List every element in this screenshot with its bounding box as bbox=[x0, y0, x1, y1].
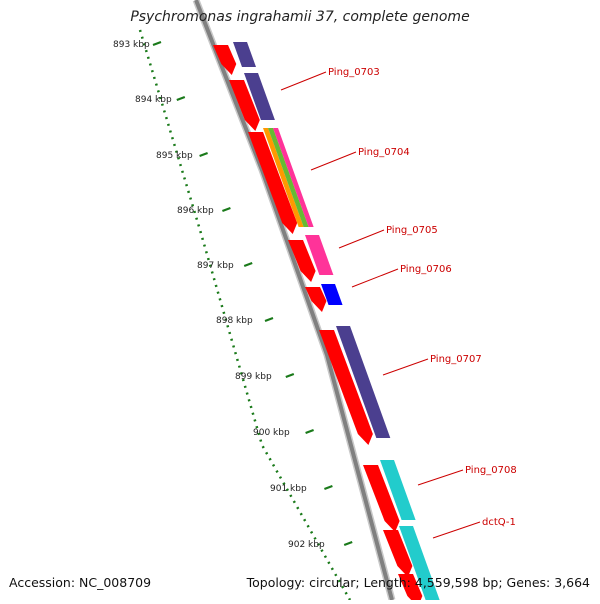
cds-arrow bbox=[248, 132, 298, 234]
cog-block bbox=[380, 460, 416, 520]
scale-tick bbox=[264, 316, 274, 323]
cog-block bbox=[268, 128, 309, 227]
cds-arrow bbox=[319, 330, 373, 445]
gene-leader-line bbox=[351, 268, 399, 288]
scale-track: 893 kbp 894 kbp 895 kbp 896 kbp 897 kbp 898 k… bbox=[113, 29, 353, 601]
gene-label: Ping_0707 bbox=[430, 354, 482, 365]
scale-tick-label: 896 kbp bbox=[177, 206, 214, 216]
scale-tick bbox=[176, 95, 186, 102]
scale-tick-label: 899 kbp bbox=[235, 372, 272, 382]
scale-tick bbox=[199, 151, 208, 158]
scale-tick-label: 900 kbp bbox=[253, 428, 290, 438]
scale-tick-label: 898 kbp bbox=[216, 316, 253, 326]
gene-label: Ping_0703 bbox=[328, 67, 380, 78]
cds-arrow bbox=[383, 530, 413, 577]
cog-block bbox=[321, 284, 343, 305]
cog-block bbox=[336, 326, 391, 438]
scale-tick bbox=[305, 428, 314, 435]
genome-summary-text: Topology: circular; Length: 4,559,598 bp… bbox=[246, 575, 590, 590]
gene-leader-line bbox=[338, 229, 385, 249]
scale-tick bbox=[343, 540, 353, 547]
scale-tick-label: 894 kbp bbox=[135, 95, 172, 105]
cds-arrow bbox=[213, 45, 237, 75]
scale-tick-label: 895 kbp bbox=[156, 151, 193, 161]
cog-block bbox=[273, 128, 314, 227]
scale-tick bbox=[324, 484, 333, 491]
cog-block bbox=[233, 42, 256, 67]
cds-arrow bbox=[363, 465, 400, 532]
scale-tick bbox=[222, 206, 231, 213]
gene-label: Ping_0705 bbox=[386, 225, 438, 236]
gene-leader-line bbox=[417, 469, 464, 486]
feature-track bbox=[213, 42, 440, 604]
scale-tick bbox=[152, 40, 162, 47]
backbone-line bbox=[194, 0, 394, 601]
label-track: Ping_0703 Ping_0704 Ping_0705 Ping_0706 Ping… bbox=[280, 67, 517, 539]
cog-block bbox=[263, 128, 304, 227]
scale-tick-label: 902 kbp bbox=[288, 540, 325, 550]
gene-leader-line bbox=[280, 71, 327, 91]
scale-tick-label: 897 kbp bbox=[197, 261, 234, 271]
cog-block bbox=[305, 235, 334, 275]
scale-tick-label: 893 kbp bbox=[113, 40, 150, 50]
gene-label: Ping_0708 bbox=[465, 465, 517, 476]
backbone-shadow bbox=[192, 0, 396, 601]
cog-block bbox=[244, 73, 275, 120]
cds-arrow bbox=[288, 240, 316, 282]
scale-tick bbox=[243, 261, 253, 268]
gene-label: dctQ-1 bbox=[482, 517, 516, 528]
cds-arrow bbox=[305, 287, 327, 312]
accession-text: Accession: NC_008709 bbox=[9, 575, 152, 590]
cog-block bbox=[399, 526, 440, 600]
gene-leader-line bbox=[310, 151, 357, 171]
map-title: Psychromonas ingrahamii 37, complete gen… bbox=[130, 9, 470, 25]
gene-leader-line bbox=[432, 521, 481, 539]
cds-arrow bbox=[398, 574, 423, 604]
cds-arrow bbox=[229, 80, 260, 131]
scale-tick-label: 901 kbp bbox=[270, 484, 307, 494]
scale-tick bbox=[285, 372, 295, 379]
gene-label: Ping_0706 bbox=[400, 264, 452, 275]
gene-label: Ping_0704 bbox=[358, 147, 410, 158]
gene-leader-line bbox=[382, 358, 429, 376]
backbone-track bbox=[192, 0, 396, 601]
